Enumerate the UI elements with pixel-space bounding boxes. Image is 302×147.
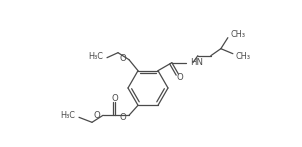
Text: CH₃: CH₃ — [231, 30, 246, 39]
Text: H₃C: H₃C — [88, 52, 103, 61]
Text: CH₃: CH₃ — [236, 52, 251, 61]
Text: O: O — [177, 74, 184, 82]
Text: HN: HN — [190, 58, 203, 67]
Text: H₃C: H₃C — [60, 111, 75, 120]
Text: O: O — [112, 94, 118, 103]
Text: O: O — [93, 111, 100, 120]
Text: O: O — [119, 113, 126, 122]
Text: O: O — [119, 54, 126, 63]
